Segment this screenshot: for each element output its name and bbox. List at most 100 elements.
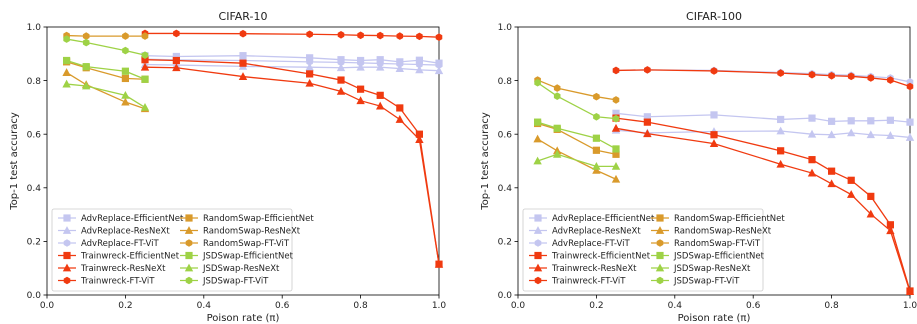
legend-label: JSDSwap-ResNeXt [673, 264, 751, 274]
data-point [905, 287, 915, 295]
series-AdvReplace-ResNeXt [140, 60, 444, 75]
series-JSDSwap-EfficientNet [534, 118, 620, 153]
data-point [592, 161, 601, 170]
series-Trainwreck-FT-ViT [141, 29, 443, 41]
series-line [615, 117, 911, 292]
legend-box [51, 208, 293, 292]
data-point [553, 149, 562, 158]
data-point [435, 61, 443, 69]
x-tick-label: 0.8 [824, 301, 839, 311]
data-point [612, 150, 620, 158]
data-point [611, 174, 621, 183]
legend-entry-AdvReplace-ResNeXt: AdvReplace-ResNeXt [529, 226, 641, 237]
legend-entry-RandomSwap-EfficientNet: RandomSwap-EfficientNet [651, 214, 785, 224]
data-point [612, 96, 620, 104]
series-line [615, 129, 911, 139]
data-point [827, 179, 836, 188]
data-point [415, 65, 424, 74]
legend-marker [63, 214, 71, 222]
data-point [396, 32, 404, 40]
data-point [306, 70, 314, 78]
data-point [415, 130, 423, 138]
data-point [611, 161, 621, 170]
data-point [593, 92, 600, 101]
data-area [533, 66, 915, 295]
legend-entry-AdvReplace-FT-ViT: AdvReplace-FT-ViT [529, 239, 630, 249]
legend-entry-Trainwreck-EfficientNet: Trainwreck-EfficientNet [529, 252, 651, 262]
legend-marker [533, 263, 543, 272]
data-point [828, 71, 835, 80]
legend-entry-RandomSwap-ResNeXt: RandomSwap-ResNeXt [180, 226, 301, 237]
data-point [534, 78, 541, 87]
data-point [336, 63, 346, 72]
data-point [357, 85, 365, 93]
legend-marker [63, 239, 71, 247]
series-JSDSwap-ResNeXt [62, 79, 150, 111]
data-point [121, 90, 130, 99]
legend-marker [184, 263, 194, 272]
legend-label: RandomSwap-FT-ViT [203, 239, 290, 249]
legend-entry-AdvReplace-EfficientNet: AdvReplace-EfficientNet [529, 214, 655, 224]
legend-label: JSDSwap-FT-ViT [202, 277, 269, 287]
data-point [867, 192, 875, 200]
series-AdvReplace-ResNeXt [611, 125, 915, 141]
data-point [709, 139, 719, 147]
x-tick-label: 0.6 [275, 301, 290, 311]
series-line [144, 63, 440, 72]
legend-label: RandomSwap-ResNeXt [203, 227, 301, 237]
x-tick-label: 0.2 [118, 301, 132, 311]
data-point [612, 114, 620, 123]
legend-label: Trainwreck-EfficientNet [551, 252, 651, 262]
legend-marker [533, 226, 543, 234]
data-point [592, 146, 600, 154]
legend-entry-JSDSwap-ResNeXt: JSDSwap-ResNeXt [651, 263, 751, 274]
data-point [82, 38, 90, 47]
legend-marker [655, 263, 665, 272]
x-tick-label: 1.0 [432, 301, 447, 311]
legend-entry-AdvReplace-FT-ViT: AdvReplace-FT-ViT [58, 239, 159, 249]
y-tick-label: 0.4 [498, 184, 513, 194]
legend-entry-RandomSwap-FT-ViT: RandomSwap-FT-ViT [180, 239, 290, 249]
data-point [905, 133, 915, 141]
legend: AdvReplace-EfficientNet AdvReplace-ResNeX… [51, 208, 314, 292]
data-point [808, 156, 816, 164]
y-axis-label: Top-1 test accuracy [480, 112, 491, 211]
data-point [808, 70, 816, 79]
data-point [644, 66, 651, 74]
legend-label: Trainwreck-ResNeXt [80, 264, 166, 274]
legend-marker [185, 251, 193, 260]
legend-label: Trainwreck-EfficientNet [80, 252, 180, 262]
data-point [886, 116, 894, 124]
data-point [337, 58, 345, 67]
data-point [239, 52, 247, 60]
series-line [615, 112, 911, 123]
data-point [141, 51, 149, 59]
data-point [847, 176, 855, 184]
data-point [396, 60, 404, 68]
data-point [140, 62, 150, 71]
series-Trainwreck-FT-ViT [612, 66, 914, 91]
series-line [66, 61, 146, 80]
data-point [173, 29, 180, 38]
y-tick-label: 1.0 [27, 23, 42, 33]
data-point [376, 91, 384, 99]
chart-title: CIFAR-100 [686, 10, 742, 23]
data-point [62, 79, 71, 88]
series-line [537, 153, 616, 168]
data-point [337, 30, 345, 39]
data-point [906, 82, 914, 91]
data-point [553, 92, 561, 100]
legend-label: RandomSwap-EfficientNet [203, 214, 314, 224]
legend-marker [184, 226, 194, 234]
data-point [122, 32, 129, 40]
data-point [777, 115, 785, 124]
data-point [415, 135, 424, 143]
legend-marker [62, 263, 72, 272]
data-point [612, 109, 620, 117]
legend-entry-Trainwreck-FT-ViT: Trainwreck-FT-ViT [529, 277, 626, 287]
legend-marker [655, 226, 665, 234]
legend-entry-RandomSwap-FT-ViT: RandomSwap-FT-ViT [651, 239, 761, 249]
x-axis-label: Poison rate (π) [207, 313, 280, 324]
legend-label: AdvReplace-FT-ViT [81, 239, 159, 249]
legend-entry-JSDSwap-FT-ViT: JSDSwap-FT-ViT [180, 277, 269, 287]
